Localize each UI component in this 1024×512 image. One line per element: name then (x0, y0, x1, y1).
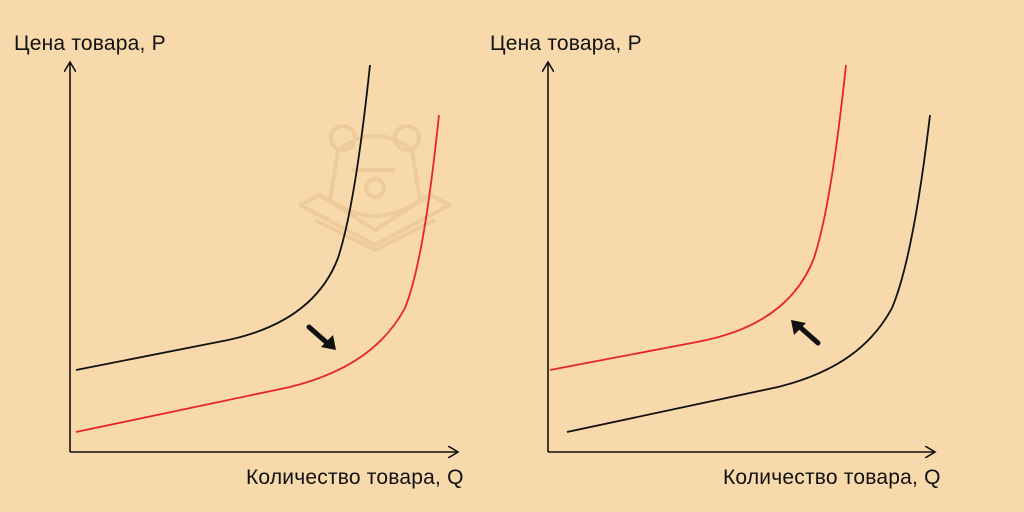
shifted-curve-left (75, 114, 440, 433)
arrow-up-left-icon (791, 320, 821, 346)
shifted-curve-right (549, 64, 847, 371)
y-axis-label-right: Цена товара, P (490, 32, 642, 55)
arrow-down-right-icon (306, 324, 336, 350)
x-axis-label-right: Количество товара, Q (723, 466, 941, 489)
y-axis-label-left: Цена товара, P (14, 32, 166, 55)
original-curve-right (566, 114, 931, 433)
bear-logo-icon (298, 124, 452, 252)
right-panel (548, 62, 935, 452)
x-axis-label-left: Количество товара, Q (246, 466, 464, 489)
original-curve-left (75, 64, 371, 371)
left-panel (70, 62, 458, 452)
